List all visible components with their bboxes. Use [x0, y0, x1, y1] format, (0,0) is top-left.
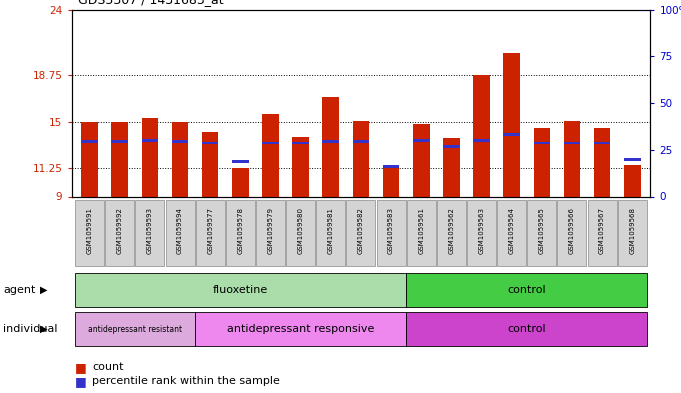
Text: control: control	[507, 324, 546, 334]
FancyBboxPatch shape	[588, 200, 616, 266]
Bar	[232, 160, 249, 163]
FancyBboxPatch shape	[195, 312, 406, 346]
FancyBboxPatch shape	[406, 273, 648, 307]
Bar	[594, 141, 610, 144]
Text: GSM1059594: GSM1059594	[177, 207, 183, 253]
Text: GSM1059591: GSM1059591	[86, 207, 93, 254]
FancyBboxPatch shape	[286, 200, 315, 266]
FancyBboxPatch shape	[165, 200, 195, 266]
Text: GSM1059593: GSM1059593	[147, 207, 153, 254]
Bar	[112, 122, 128, 196]
Bar	[383, 168, 399, 196]
Bar	[81, 140, 98, 143]
Text: GSM1059564: GSM1059564	[509, 207, 515, 253]
FancyBboxPatch shape	[347, 200, 375, 266]
Bar	[624, 165, 641, 196]
FancyBboxPatch shape	[406, 312, 648, 346]
Bar	[232, 168, 249, 196]
Text: GSM1059582: GSM1059582	[358, 207, 364, 253]
Bar	[564, 121, 580, 196]
Bar	[172, 122, 189, 196]
Bar	[262, 141, 279, 144]
Text: antidepressant responsive: antidepressant responsive	[227, 324, 375, 334]
FancyBboxPatch shape	[316, 200, 345, 266]
Bar	[503, 53, 520, 196]
Text: ▶: ▶	[39, 324, 47, 334]
Bar	[262, 114, 279, 196]
Text: GSM1059561: GSM1059561	[418, 207, 424, 254]
FancyBboxPatch shape	[467, 200, 496, 266]
Text: GDS5307 / 1431683_at: GDS5307 / 1431683_at	[78, 0, 224, 6]
Bar	[292, 141, 309, 144]
Bar	[443, 138, 460, 196]
Bar	[323, 140, 339, 143]
Bar	[353, 121, 369, 196]
Text: GSM1059579: GSM1059579	[268, 207, 274, 254]
FancyBboxPatch shape	[226, 200, 255, 266]
Text: antidepressant resistant: antidepressant resistant	[88, 325, 182, 334]
FancyBboxPatch shape	[195, 200, 225, 266]
Bar	[624, 158, 641, 160]
Text: agent: agent	[3, 285, 36, 295]
Bar	[172, 140, 189, 143]
FancyBboxPatch shape	[74, 312, 195, 346]
Bar	[533, 141, 550, 144]
Bar	[594, 128, 610, 196]
Text: GSM1059562: GSM1059562	[448, 207, 454, 253]
FancyBboxPatch shape	[74, 273, 406, 307]
Text: ▶: ▶	[39, 285, 47, 295]
Text: fluoxetine: fluoxetine	[212, 285, 268, 295]
Text: GSM1059583: GSM1059583	[388, 207, 394, 254]
Bar	[323, 97, 339, 196]
Bar	[473, 75, 490, 196]
Bar	[503, 133, 520, 136]
FancyBboxPatch shape	[437, 200, 466, 266]
Bar	[413, 139, 430, 142]
FancyBboxPatch shape	[497, 200, 526, 266]
Text: GSM1059566: GSM1059566	[569, 207, 575, 254]
FancyBboxPatch shape	[136, 200, 164, 266]
Text: individual: individual	[3, 324, 58, 334]
Bar	[292, 137, 309, 196]
Text: count: count	[92, 362, 123, 373]
Bar	[564, 141, 580, 144]
Bar	[443, 145, 460, 148]
Text: ■: ■	[75, 375, 86, 388]
Text: ■: ■	[75, 361, 86, 374]
FancyBboxPatch shape	[527, 200, 556, 266]
FancyBboxPatch shape	[256, 200, 285, 266]
Text: GSM1059578: GSM1059578	[238, 207, 243, 254]
FancyBboxPatch shape	[407, 200, 436, 266]
Text: GSM1059568: GSM1059568	[629, 207, 635, 254]
FancyBboxPatch shape	[377, 200, 406, 266]
FancyBboxPatch shape	[75, 200, 104, 266]
Bar	[473, 139, 490, 142]
Bar	[202, 141, 219, 144]
FancyBboxPatch shape	[106, 200, 134, 266]
Text: percentile rank within the sample: percentile rank within the sample	[92, 376, 280, 386]
Text: GSM1059565: GSM1059565	[539, 207, 545, 253]
Bar	[142, 118, 158, 196]
Bar	[353, 140, 369, 143]
Bar	[413, 124, 430, 196]
Bar	[202, 132, 219, 196]
Text: GSM1059580: GSM1059580	[298, 207, 304, 254]
Text: GSM1059567: GSM1059567	[599, 207, 605, 254]
Text: GSM1059592: GSM1059592	[116, 207, 123, 253]
FancyBboxPatch shape	[558, 200, 586, 266]
Bar	[112, 140, 128, 143]
Text: GSM1059581: GSM1059581	[328, 207, 334, 254]
Text: GSM1059577: GSM1059577	[207, 207, 213, 254]
Bar	[81, 122, 98, 196]
Bar	[142, 139, 158, 142]
Bar	[383, 165, 399, 168]
Text: GSM1059563: GSM1059563	[479, 207, 484, 254]
Text: control: control	[507, 285, 546, 295]
FancyBboxPatch shape	[618, 200, 647, 266]
Bar	[533, 128, 550, 196]
